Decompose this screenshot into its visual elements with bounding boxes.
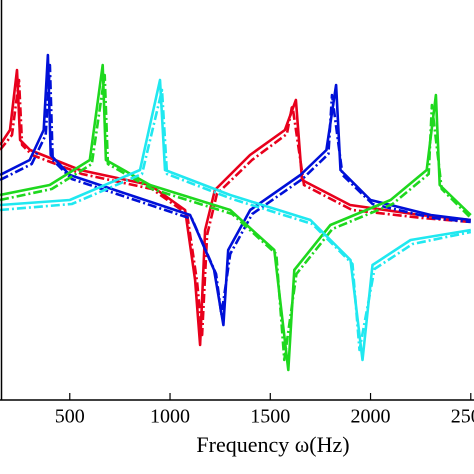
series-line (0, 78, 472, 362)
x-axis-label: Frequency ω(Hz) (196, 432, 349, 457)
series-line (0, 53, 471, 327)
x-tick-label: 500 (55, 406, 85, 428)
series-line (0, 63, 471, 317)
series-line (0, 63, 472, 372)
series-line (0, 78, 471, 337)
x-tick-label: 2000 (351, 406, 391, 428)
series-line (0, 88, 472, 352)
series-line (0, 73, 472, 362)
x-tick-label: 1000 (150, 406, 190, 428)
x-tick-label: 2500 (451, 406, 474, 428)
plot-area (0, 53, 472, 372)
x-tick-label: 1500 (250, 406, 290, 428)
